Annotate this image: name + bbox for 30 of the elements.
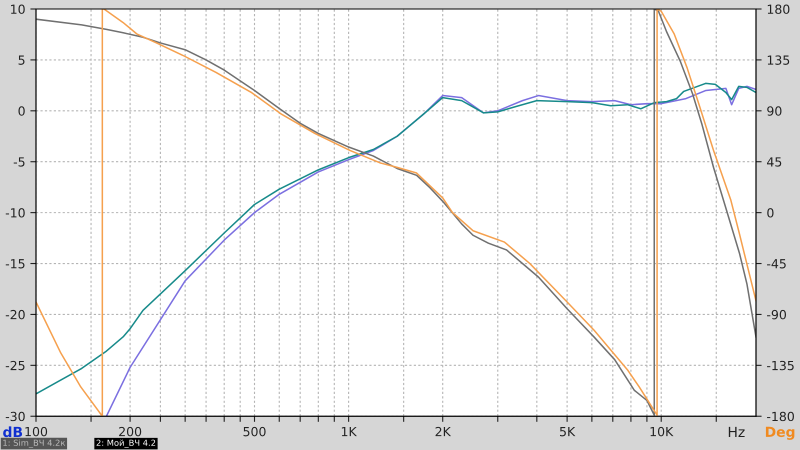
x-tick-label: 1K — [342, 427, 357, 436]
x-tick-label: 200 — [119, 426, 142, 436]
y2-tick-label: 45 — [767, 157, 782, 167]
y-tick-label: -5 — [14, 157, 24, 167]
x-tick-label: 5K — [560, 427, 576, 436]
y2-tick-label: 180 — [768, 4, 790, 14]
y-axis-title: dB — [3, 426, 22, 438]
y-tick-label: -10 — [6, 208, 25, 218]
x-tick-label: 2K — [436, 426, 452, 436]
y-tick-label: 0 — [18, 106, 25, 116]
y2-tick-label: 0 — [767, 208, 774, 218]
y-tick-label: 10 — [11, 4, 25, 14]
y2-tick-label: -180 — [767, 412, 794, 422]
y-tick-label: -20 — [6, 310, 25, 320]
y-tick-label: 5 — [18, 56, 24, 65]
x-tick-label: 10K — [650, 426, 674, 436]
y2-tick-label: 135 — [768, 55, 790, 65]
y2-tick-label: 90 — [767, 106, 782, 116]
y2-axis-title: Deg — [766, 426, 794, 440]
x-axis-title: Hz — [728, 426, 745, 437]
y-tick-label: -30 — [6, 412, 25, 422]
x-tick-label: 500 — [244, 426, 266, 436]
y2-tick-label: -90 — [767, 310, 786, 320]
text: 1: Sim_ВЧ 4.2к — [3, 439, 66, 448]
x-tick-label: 100 — [25, 426, 48, 436]
y2-tick-label: -135 — [767, 360, 794, 370]
y-tick-label: -15 — [6, 259, 24, 268]
text: 2: Мой_ВЧ 4.2 — [96, 439, 156, 448]
y-tick-label: -25 — [6, 360, 24, 370]
y2-tick-label: -45 — [767, 259, 786, 268]
